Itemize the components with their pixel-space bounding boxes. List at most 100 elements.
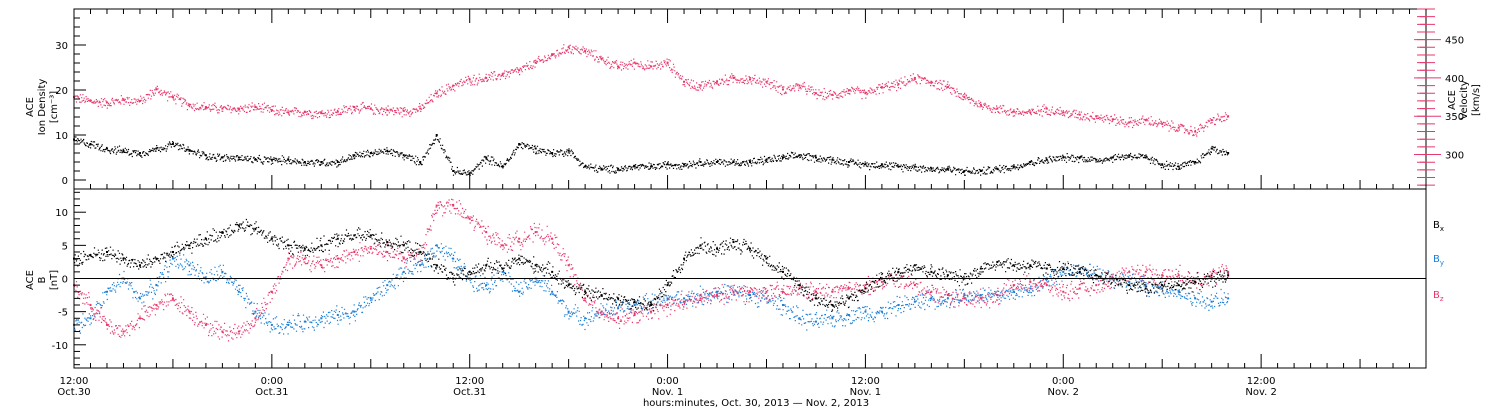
by-series-point (897, 304, 900, 307)
density-series-point (1045, 158, 1048, 161)
date-tick-label: Nov. 2 (1048, 387, 1079, 398)
bz-series-point (501, 244, 504, 247)
bz-series-point (138, 317, 141, 320)
velocity-series-point (1045, 107, 1048, 110)
field-tick-label: 0 (62, 275, 68, 286)
density-series-point (765, 158, 768, 161)
bz-series-point (996, 294, 999, 297)
velocity-series-point (402, 109, 405, 112)
velocity-series-point (716, 80, 719, 83)
bx-series-point (567, 284, 570, 287)
density-series-point (468, 172, 471, 175)
density-axis-title-line-2: Ion Density (37, 79, 48, 136)
density-series-point (1227, 152, 1230, 154)
date-tick-label: Nov. 1 (850, 387, 881, 398)
by-series-point (1029, 287, 1032, 290)
bx-series-point (699, 244, 702, 247)
bz-series-point (699, 297, 702, 300)
by-series-point (1012, 290, 1015, 293)
velocity-series-point (1078, 113, 1081, 116)
bx-series-point (1029, 264, 1032, 267)
by-series-point (287, 323, 290, 326)
by-series-point (155, 284, 158, 287)
density-series-point (501, 165, 504, 168)
bx-series-point (1177, 284, 1180, 287)
bz-series-point (452, 204, 455, 207)
bz-series-point (320, 264, 323, 267)
density-series-point (89, 143, 92, 145)
density-series-point (419, 161, 422, 163)
bz-series-point (880, 280, 883, 283)
density-series-point (386, 149, 389, 152)
density-series-point (270, 158, 273, 161)
velocity-tick-label: 400 (1445, 74, 1464, 85)
bx-series-point (287, 244, 290, 247)
velocity-series-point (666, 61, 669, 64)
by-series-point (1210, 300, 1213, 303)
velocity-series-point (979, 103, 982, 106)
velocity-axis-title-line-3: [km/s] (1471, 84, 1482, 116)
date-tick-label: Oct.31 (453, 387, 486, 398)
bz-series-point (188, 310, 191, 313)
bz-series-point (1078, 287, 1081, 290)
bz-series-point (650, 310, 653, 313)
density-series-point (336, 161, 339, 163)
velocity-series-point (204, 106, 207, 109)
velocity-series-point (1194, 130, 1197, 133)
bx-series-point (518, 257, 521, 260)
velocity-series-point (1029, 111, 1032, 114)
density-series-point (963, 170, 966, 172)
bz-series-point (633, 313, 636, 316)
bz-series-point (600, 310, 603, 313)
bz-series-point (1177, 274, 1180, 277)
bz-series-point (353, 250, 356, 253)
density-series-point (749, 161, 751, 163)
density-series-point (1210, 147, 1213, 150)
by-series-point (633, 304, 636, 307)
field-legend: Bx By Bz (1433, 220, 1444, 303)
bx-series-point (798, 284, 801, 287)
by-series-point (89, 317, 92, 320)
by-series-point (831, 317, 834, 320)
bx-series-point (402, 244, 405, 247)
bz-series-cloud (74, 198, 1229, 342)
time-axis-title: hours:minutes, Oct. 30, 2013 — Nov. 2, 2… (643, 398, 869, 409)
density-series-point (534, 147, 537, 150)
bx-series-point (831, 304, 834, 307)
by-series-point (435, 244, 438, 247)
bz-series-point (963, 297, 966, 300)
density-series-point (930, 167, 933, 170)
bx-series-point (254, 227, 257, 230)
bx-series-point (979, 267, 982, 270)
velocity-series-point (781, 88, 784, 91)
legend-entry-x: Bx (1433, 220, 1444, 233)
velocity-series-point (551, 53, 554, 56)
by-series-point (567, 310, 570, 313)
bx-series-point (303, 247, 306, 250)
bz-series-point (732, 290, 735, 293)
bz-series-point (1161, 274, 1164, 277)
by-series-point (814, 320, 817, 323)
density-series-point (171, 143, 174, 145)
density-series-point (138, 152, 141, 154)
velocity-series (73, 44, 1230, 137)
bz-series-point (1144, 270, 1147, 273)
bx-series-point (749, 247, 751, 250)
bx-series (73, 218, 1230, 312)
density-axis-title: ACE Ion Density [cm⁻³] (25, 79, 60, 136)
bx-series-point (320, 244, 323, 247)
bx-series-point (1161, 284, 1164, 287)
velocity-series-point (501, 73, 504, 76)
velocity-series-point (1177, 126, 1180, 129)
density-series-point (650, 165, 653, 168)
density-series-point (847, 161, 850, 163)
by-series-point (485, 284, 488, 287)
bx-series-point (781, 270, 784, 273)
bx-series-point (633, 300, 636, 303)
velocity-series-point (468, 78, 471, 81)
density-axis-title-line-3: [cm⁻³] (49, 91, 60, 123)
legend-entry-z: Bz (1433, 290, 1444, 303)
velocity-axis-title: ACE Velocity [km/s] (1447, 80, 1482, 119)
velocity-series-point (1128, 121, 1131, 124)
